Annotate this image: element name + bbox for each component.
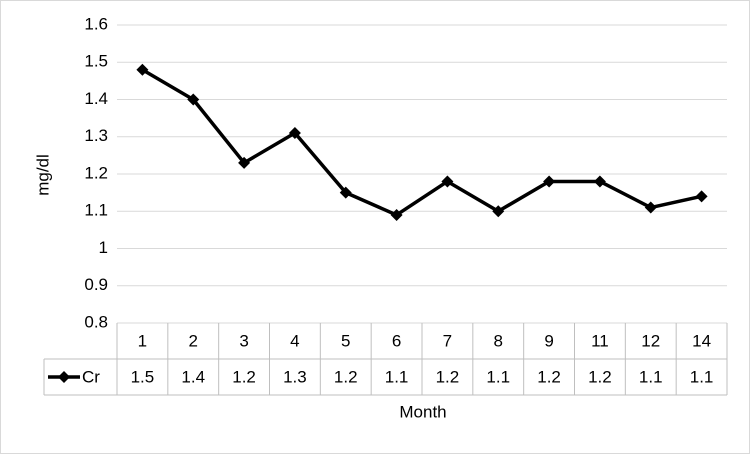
table-value: 1.4 (181, 367, 205, 386)
y-axis-label: mg/dl (33, 154, 52, 196)
y-tick-label: 0.9 (84, 275, 108, 294)
x-tick-label: 3 (239, 331, 248, 350)
point-marker (390, 208, 403, 221)
point-marker (644, 201, 657, 214)
y-tick-label: 1.6 (84, 14, 108, 33)
x-tick-label: 8 (494, 331, 503, 350)
point-marker (441, 175, 454, 188)
table-value: 1.2 (334, 367, 358, 386)
x-tick-label: 11 (591, 331, 609, 350)
table-value: 1.1 (690, 367, 714, 386)
point-marker (288, 127, 301, 140)
table-value: 1.3 (283, 367, 307, 386)
point-marker (238, 156, 251, 169)
point-marker (136, 63, 149, 76)
y-tick-label: 1.1 (84, 201, 108, 220)
y-tick-label: 1.2 (84, 163, 108, 182)
point-marker (339, 186, 352, 199)
x-axis-label: Month (399, 402, 446, 421)
point-marker (492, 205, 505, 218)
x-tick-label: 6 (392, 331, 401, 350)
table-value: 1.2 (537, 367, 561, 386)
x-tick-label: 9 (544, 331, 553, 350)
x-tick-label: 1 (138, 331, 147, 350)
table-value: 1.1 (385, 367, 409, 386)
table-value: 1.2 (232, 367, 256, 386)
x-tick-label: 7 (443, 331, 452, 350)
x-tick-label: 12 (641, 331, 660, 350)
table-value: 1.1 (639, 367, 663, 386)
point-marker (543, 175, 556, 188)
x-tick-label: 2 (189, 331, 198, 350)
table-value: 1.2 (436, 367, 460, 386)
y-tick-label: 1.4 (84, 89, 108, 108)
point-marker (695, 190, 708, 203)
series-line (141, 68, 702, 217)
x-tick-label: 5 (341, 331, 350, 350)
table-value: 1.5 (131, 367, 155, 386)
legend-label: Cr (82, 367, 100, 386)
point-marker (593, 175, 606, 188)
table-value: 1.2 (588, 367, 612, 386)
x-tick-label: 14 (692, 331, 711, 350)
table-value: 1.1 (486, 367, 510, 386)
y-tick-label: 0.8 (84, 312, 108, 331)
y-tick-label: 1 (99, 238, 108, 257)
y-tick-label: 1.5 (84, 52, 108, 71)
point-marker (187, 93, 200, 106)
x-tick-label: 4 (290, 331, 299, 350)
legend-marker (58, 371, 70, 383)
y-tick-label: 1.3 (84, 126, 108, 145)
